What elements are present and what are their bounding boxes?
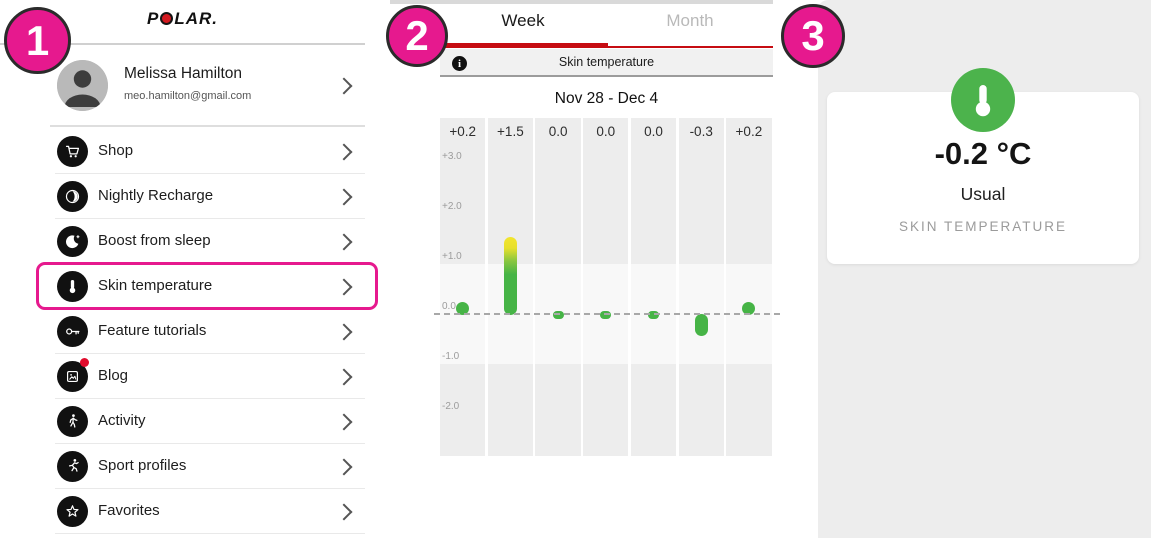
chevron-right-icon [335,413,353,431]
temperature-bar [694,314,708,336]
chevron-right-icon [335,233,353,251]
panel-top-strip [390,0,773,4]
skin-temperature-chart: +0.228M+1.529T0.030W0.01T0.02F-0.33S+0.2… [434,118,780,456]
temperature-bar [456,302,470,315]
y-axis-tick-label: +1.0 [442,251,462,262]
chart-title-bar [440,49,773,77]
chart-day-column[interactable] [678,118,724,456]
chart-title: Skin temperature [558,55,655,69]
date-range: Nov 28 - Dec 4 [554,90,659,107]
step-badge-2: 2 [386,5,448,67]
profile-divider [50,125,365,127]
tab-week[interactable]: Week [501,11,545,30]
menu-item-boost-from-sleep[interactable]: Boost from sleep [0,219,365,264]
active-tab-indicator [390,43,608,48]
chevron-right-icon [335,458,353,476]
bar-value-label: -0.3 [689,124,713,139]
moon-icon [57,226,88,257]
y-axis-tick-label: +3.0 [442,151,462,162]
info-icon[interactable]: i [452,56,467,71]
menu-item-feature-tutorials[interactable]: Feature tutorials [0,309,365,354]
chevron-right-icon [335,368,353,386]
bar-value-label: +0.2 [735,124,763,139]
chevron-right-icon [335,188,353,206]
y-axis-tick-label: +2.0 [442,201,462,212]
chart-day-column[interactable] [583,118,629,456]
temperature-bar [503,237,517,315]
menu-item-shop[interactable]: Shop [0,129,365,174]
polar-logo: P LAR. [0,9,365,29]
chart-day-column[interactable] [630,118,677,456]
chevron-right-icon [335,503,353,521]
menu-item-skin-temperature[interactable]: Skin temperature [0,264,365,309]
chevron-right-icon [335,278,353,296]
zero-baseline [434,313,780,315]
star-icon [57,496,88,527]
y-axis-tick-label: -1.0 [442,351,460,362]
key-icon [57,316,88,347]
settings-menu: Shop Nightly Recharge Boost from sleep [0,129,365,534]
profile-name: Melissa Hamilton [124,65,243,82]
menu-item-favorites[interactable]: Favorites [0,489,365,534]
tab-month[interactable]: Month [666,11,714,30]
menu-item-sport-profiles[interactable]: Sport profiles [0,444,365,489]
polar-logo-text: P LAR. [146,9,218,28]
step-badge-3: 3 [781,4,845,68]
y-axis-tick-label: -2.0 [442,401,460,412]
header-divider [0,43,365,45]
menu-item-activity[interactable]: Activity [0,399,365,444]
card-label: SKIN TEMPERATURE [898,219,1068,234]
tab-indicator-line [608,46,773,48]
step-badge-1: 1 [4,7,71,74]
bar-value-label: 0.0 [644,124,663,139]
avatar[interactable] [57,60,108,111]
bar-value-label: +0.2 [449,124,477,139]
chart-day-column[interactable] [726,118,772,456]
thermometer-status-icon [951,68,1015,132]
chart-day-column[interactable] [440,118,486,456]
polar-logo-o-mark [160,12,174,25]
nightly-recharge-icon [57,181,88,212]
avatar-silhouette [57,60,108,111]
bar-value-label: 0.0 [596,124,616,139]
chevron-right-icon [335,323,353,341]
menu-item-blog[interactable]: Blog [0,354,365,399]
chart-day-column[interactable] [535,118,581,456]
shop-icon [57,136,88,167]
walking-icon [57,406,88,437]
chevron-right-icon [335,143,353,161]
profile-email: meo.hamilton@gmail.com [124,90,252,102]
y-axis-tick-label: 0.0 [442,301,456,312]
running-icon [57,451,88,482]
menu-item-nightly-recharge[interactable]: Nightly Recharge [0,174,365,219]
bar-value-label: 0.0 [548,124,568,139]
thermometer-icon [57,271,88,302]
temperature-bar [742,302,756,315]
temperature-value: -0.2 °C [934,136,1032,171]
temperature-status: Usual [960,184,1006,204]
notification-dot [80,358,89,367]
profile-chevron-icon[interactable] [335,77,353,95]
bar-value-label: +1.5 [497,124,524,139]
